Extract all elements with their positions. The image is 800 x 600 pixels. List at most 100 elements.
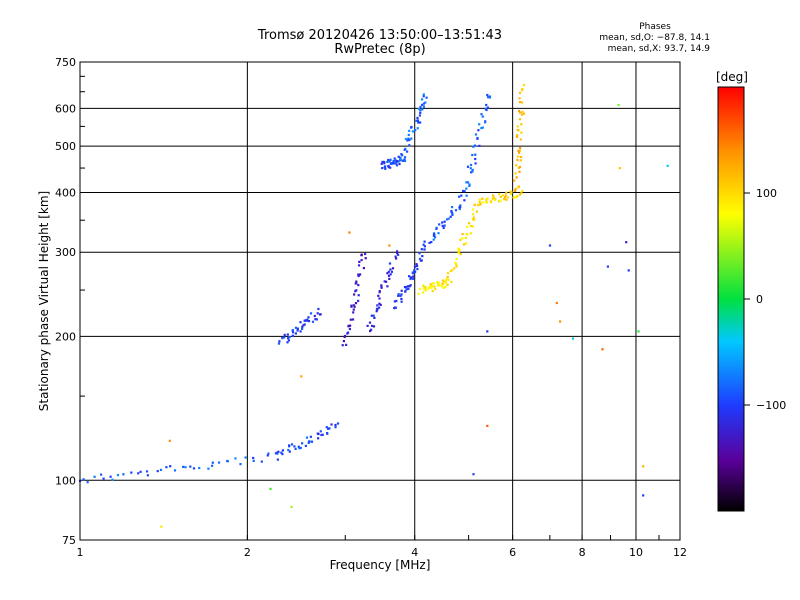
echo-point — [299, 446, 302, 449]
echo-point — [281, 449, 284, 452]
echo-point — [397, 294, 400, 297]
echo-point — [420, 259, 423, 262]
echo-point — [471, 208, 475, 211]
echo-point — [421, 98, 424, 101]
echo-point — [93, 475, 96, 478]
echo-point — [410, 137, 413, 140]
outlier-point — [601, 348, 604, 351]
echo-point — [474, 157, 477, 161]
echo-point — [360, 253, 363, 256]
echo-point — [453, 267, 456, 270]
echo-point — [519, 138, 522, 141]
plot-background — [80, 62, 680, 540]
echo-point — [458, 206, 461, 209]
echo-point — [353, 293, 356, 296]
x-tick-labels: 1 2 4 6 8 10 12 — [77, 546, 688, 559]
echo-point — [414, 129, 417, 132]
echo-point — [266, 454, 269, 457]
echo-point — [359, 273, 362, 276]
echo-point — [169, 465, 172, 468]
echo-point — [459, 252, 462, 256]
echo-point — [432, 238, 435, 241]
y-tick-label: 75 — [62, 534, 76, 547]
echo-point — [394, 255, 397, 258]
echo-point — [397, 155, 400, 158]
echo-point — [351, 318, 355, 321]
echo-point — [397, 293, 400, 296]
echo-point — [485, 108, 488, 112]
echo-point — [397, 160, 400, 163]
echo-point — [421, 108, 424, 111]
y-tick-label: 750 — [55, 56, 76, 69]
echo-point — [492, 196, 495, 199]
echo-point — [406, 139, 409, 142]
echo-point — [498, 200, 501, 203]
echo-point — [364, 252, 367, 256]
echo-point — [184, 466, 187, 469]
echo-point — [350, 304, 353, 307]
echo-point — [462, 189, 465, 193]
echo-point — [472, 218, 475, 221]
echo-point — [403, 286, 407, 289]
echo-point — [288, 450, 291, 453]
echo-point — [432, 234, 435, 237]
echo-point — [173, 469, 177, 472]
outlier-point — [168, 439, 171, 442]
chart-title: Tromsø 20120426 13:50:00–13:51:43 — [257, 28, 503, 43]
echo-point — [481, 115, 484, 118]
echo-point — [458, 207, 461, 211]
outlier-point — [348, 231, 351, 234]
echo-point — [440, 285, 444, 288]
echo-point — [352, 308, 355, 311]
echo-point — [515, 164, 518, 167]
echo-point — [389, 158, 392, 161]
echo-point — [499, 195, 502, 198]
echo-point — [380, 286, 383, 289]
echo-point — [309, 435, 312, 438]
echo-point — [278, 340, 281, 343]
echo-point — [451, 212, 454, 215]
echo-point — [354, 290, 357, 293]
echo-point — [399, 158, 402, 161]
echo-point — [478, 198, 481, 201]
echo-point — [355, 281, 358, 284]
echo-point — [357, 299, 360, 302]
echo-point — [376, 304, 379, 307]
echo-point — [393, 157, 396, 160]
echo-point — [519, 146, 522, 150]
echo-point — [409, 276, 413, 279]
echo-point — [474, 153, 477, 156]
echo-point — [415, 263, 418, 266]
echo-point — [418, 114, 421, 117]
echo-point — [403, 159, 407, 163]
echo-point — [370, 328, 373, 331]
echo-point — [357, 294, 360, 297]
echo-point — [277, 342, 281, 345]
echo-point — [442, 286, 445, 289]
echo-point — [451, 269, 454, 272]
echo-point — [445, 278, 448, 281]
echo-point — [437, 232, 440, 235]
echo-point — [400, 289, 403, 292]
echo-point — [519, 101, 522, 104]
echo-point — [488, 95, 491, 98]
echo-point — [418, 257, 422, 260]
echo-point — [313, 314, 316, 318]
echo-point — [438, 223, 441, 226]
echo-point — [474, 133, 478, 136]
echo-point — [298, 447, 301, 450]
echo-point — [390, 270, 393, 273]
echo-point — [519, 159, 522, 162]
echo-point — [479, 203, 482, 206]
echo-point — [431, 290, 434, 293]
echo-point — [401, 159, 404, 162]
echo-point — [343, 334, 347, 338]
echo-point — [434, 236, 437, 239]
echo-point — [294, 447, 297, 450]
echo-point — [296, 327, 299, 330]
echo-point — [364, 257, 367, 260]
echo-point — [280, 451, 283, 454]
echo-point — [516, 125, 519, 128]
echo-point — [431, 282, 434, 285]
